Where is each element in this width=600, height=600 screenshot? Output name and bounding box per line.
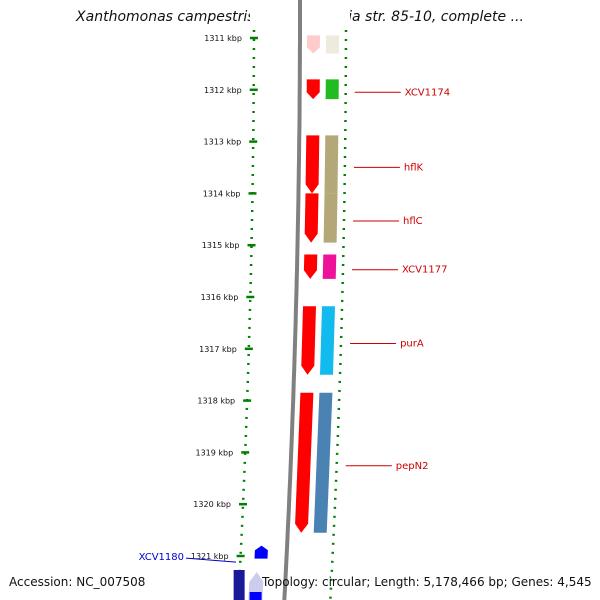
gene-label[interactable]: XCV1177 bbox=[402, 265, 447, 276]
gene-cds-arrow bbox=[303, 254, 318, 279]
tick-label: 1317 kbp bbox=[199, 345, 237, 354]
gene-cds-arrow bbox=[301, 306, 316, 375]
gene-cds-arrow bbox=[306, 79, 320, 100]
gene-feature-bar bbox=[233, 570, 245, 600]
label-layer: XCV1174 hflK hflC XCV1177 purA pepN2 XCV1180 bbox=[139, 87, 451, 563]
gene-cds-arrow bbox=[305, 135, 320, 194]
gene-feature-bar bbox=[325, 35, 339, 54]
tick-label: 1315 kbp bbox=[202, 241, 240, 250]
gene-label-leader bbox=[185, 557, 237, 563]
genome-backbone bbox=[282, 0, 302, 600]
gene-feature-bar bbox=[324, 135, 339, 194]
tick-label: 1321 kbp bbox=[191, 552, 229, 561]
gene-cds-arrow bbox=[249, 592, 262, 600]
gene-feature-bar bbox=[325, 79, 339, 100]
gene-label[interactable]: pepN2 bbox=[396, 461, 429, 472]
tick-label: 1320 kbp bbox=[193, 500, 231, 509]
gene-feature-bar bbox=[323, 193, 338, 243]
tick-label: 1318 kbp bbox=[197, 397, 235, 406]
gene-label[interactable]: XCV1174 bbox=[405, 87, 450, 98]
tick-label: 1311 kbp bbox=[204, 34, 242, 43]
gene-label[interactable]: hflK bbox=[404, 162, 424, 173]
tick-label: 1313 kbp bbox=[204, 138, 242, 147]
gene-feature-bar bbox=[320, 306, 335, 375]
gene-cds-arrow bbox=[304, 193, 319, 243]
gene-layer bbox=[233, 35, 339, 600]
gene-label[interactable]: hflC bbox=[403, 216, 423, 227]
tick-label: 1312 kbp bbox=[204, 86, 242, 95]
genome-summary: Topology: circular; Length: 5,178,466 bp… bbox=[262, 575, 592, 589]
gene-label[interactable]: purA bbox=[400, 339, 424, 350]
gene-cds-arrow bbox=[254, 545, 268, 559]
tick-label: 1314 kbp bbox=[203, 189, 241, 198]
gene-label[interactable]: XCV1180 bbox=[139, 552, 184, 563]
tick-label: 1316 kbp bbox=[201, 293, 239, 302]
gene-cds-arrow bbox=[306, 35, 320, 54]
gene-feature-bar bbox=[313, 392, 333, 533]
tick-label: 1319 kbp bbox=[195, 448, 233, 457]
gene-cds-arrow bbox=[295, 392, 314, 533]
gene-feature-bar bbox=[322, 254, 337, 279]
accession-label: Accession: NC_007508 bbox=[9, 575, 146, 589]
